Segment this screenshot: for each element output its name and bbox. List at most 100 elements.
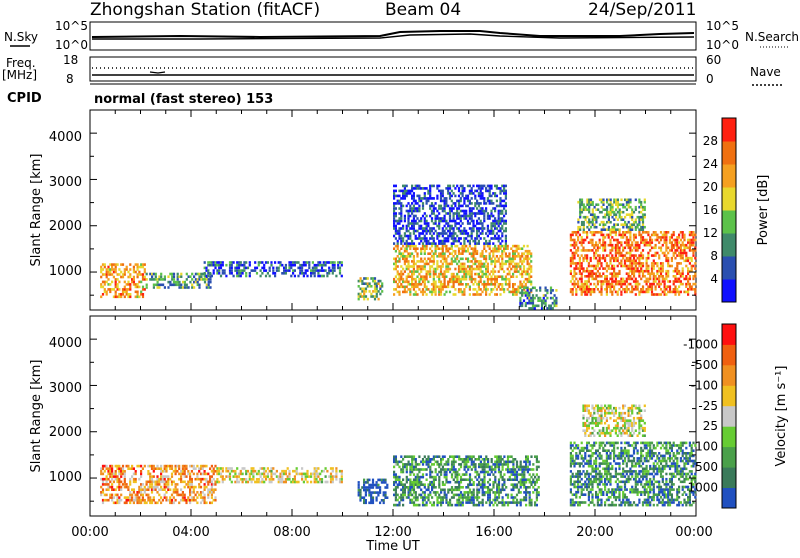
- data-cell: [109, 283, 111, 286]
- data-cell: [530, 265, 532, 268]
- data-cell: [680, 247, 682, 250]
- data-cell: [135, 291, 137, 294]
- data-cell: [171, 467, 173, 470]
- data-cell: [496, 255, 498, 258]
- data-cell: [683, 249, 685, 252]
- data-cell: [243, 467, 245, 470]
- data-cell: [609, 252, 611, 255]
- data-cell: [195, 499, 197, 502]
- data-cell: [642, 223, 644, 226]
- data-cell: [485, 258, 487, 261]
- data-cell: [155, 467, 157, 470]
- data-cell: [523, 260, 525, 263]
- data-cell: [550, 287, 552, 290]
- data-cell: [453, 235, 455, 238]
- data-cell: [451, 200, 453, 203]
- data-cell: [409, 235, 411, 238]
- data-cell: [595, 278, 597, 281]
- data-cell: [460, 220, 462, 223]
- data-cell: [570, 236, 572, 239]
- data-cell: [236, 467, 238, 470]
- data-cell: [140, 486, 142, 489]
- data-cell: [615, 278, 617, 281]
- data-cell: [624, 262, 626, 265]
- data-cell: [427, 288, 429, 291]
- data-cell: [297, 481, 299, 484]
- data-cell: [521, 263, 523, 266]
- data-cell: [689, 247, 691, 250]
- data-cell: [478, 240, 480, 243]
- data-cell: [413, 268, 415, 271]
- data-cell: [463, 242, 465, 245]
- data-cell: [671, 265, 673, 268]
- data-cell: [272, 478, 274, 481]
- data-cell: [606, 262, 608, 265]
- data-cell: [146, 273, 148, 276]
- data-cell: [585, 218, 587, 221]
- data-cell: [409, 291, 411, 294]
- data-cell: [588, 262, 590, 265]
- data-cell: [133, 281, 135, 284]
- data-cell: [413, 255, 415, 258]
- data-cell: [579, 257, 581, 260]
- data-cell: [162, 499, 164, 502]
- data-cell: [462, 195, 464, 198]
- data-cell: [481, 207, 483, 210]
- data-cell: [193, 488, 195, 491]
- data-cell: [671, 260, 673, 263]
- data-cell: [397, 494, 399, 497]
- data-cell: [460, 476, 462, 479]
- data-cell: [492, 288, 494, 291]
- data-cell: [691, 267, 693, 270]
- data-cell: [100, 271, 102, 274]
- data-cell: [207, 269, 209, 272]
- data-cell: [671, 236, 673, 239]
- data-cell: [433, 501, 435, 504]
- data-cell: [411, 461, 413, 464]
- data-cell: [435, 273, 437, 276]
- data-cell: [528, 294, 530, 297]
- data-cell: [494, 270, 496, 273]
- data-cell: [546, 297, 548, 300]
- data-cell: [485, 210, 487, 213]
- data-cell: [456, 210, 458, 213]
- data-cell: [133, 488, 135, 491]
- data-cell: [474, 240, 476, 243]
- data-cell: [144, 276, 146, 279]
- data-cell: [462, 501, 464, 504]
- data-cell: [642, 236, 644, 239]
- data-cell: [171, 494, 173, 497]
- data-cell: [451, 210, 453, 213]
- data-cell: [133, 491, 135, 494]
- data-cell: [694, 249, 696, 252]
- data-cell: [676, 239, 678, 242]
- data-cell: [572, 288, 574, 291]
- data-cell: [460, 217, 462, 220]
- data-cell: [435, 281, 437, 284]
- data-cell: [517, 245, 519, 248]
- data-cell: [118, 486, 120, 489]
- data-cell: [413, 197, 415, 200]
- data-cell: [102, 481, 104, 484]
- data-cell: [478, 235, 480, 238]
- data-cell: [651, 270, 653, 273]
- data-cell: [586, 216, 588, 219]
- data-cell: [462, 205, 464, 208]
- data-cell: [265, 269, 267, 272]
- data-cell: [144, 465, 146, 468]
- data-cell: [694, 239, 696, 242]
- data-cell: [647, 265, 649, 268]
- data-cell: [191, 278, 193, 281]
- data-cell: [447, 270, 449, 273]
- data-cell: [590, 199, 592, 202]
- data-cell: [597, 288, 599, 291]
- data-cell: [505, 281, 507, 284]
- data-cell: [516, 275, 518, 278]
- data-cell: [400, 220, 402, 223]
- data-cell: [674, 257, 676, 260]
- data-cell: [173, 496, 175, 499]
- data-cell: [440, 461, 442, 464]
- station-title: Zhongshan Station (fitACF): [90, 0, 320, 20]
- data-cell: [600, 288, 602, 291]
- data-cell: [592, 208, 594, 211]
